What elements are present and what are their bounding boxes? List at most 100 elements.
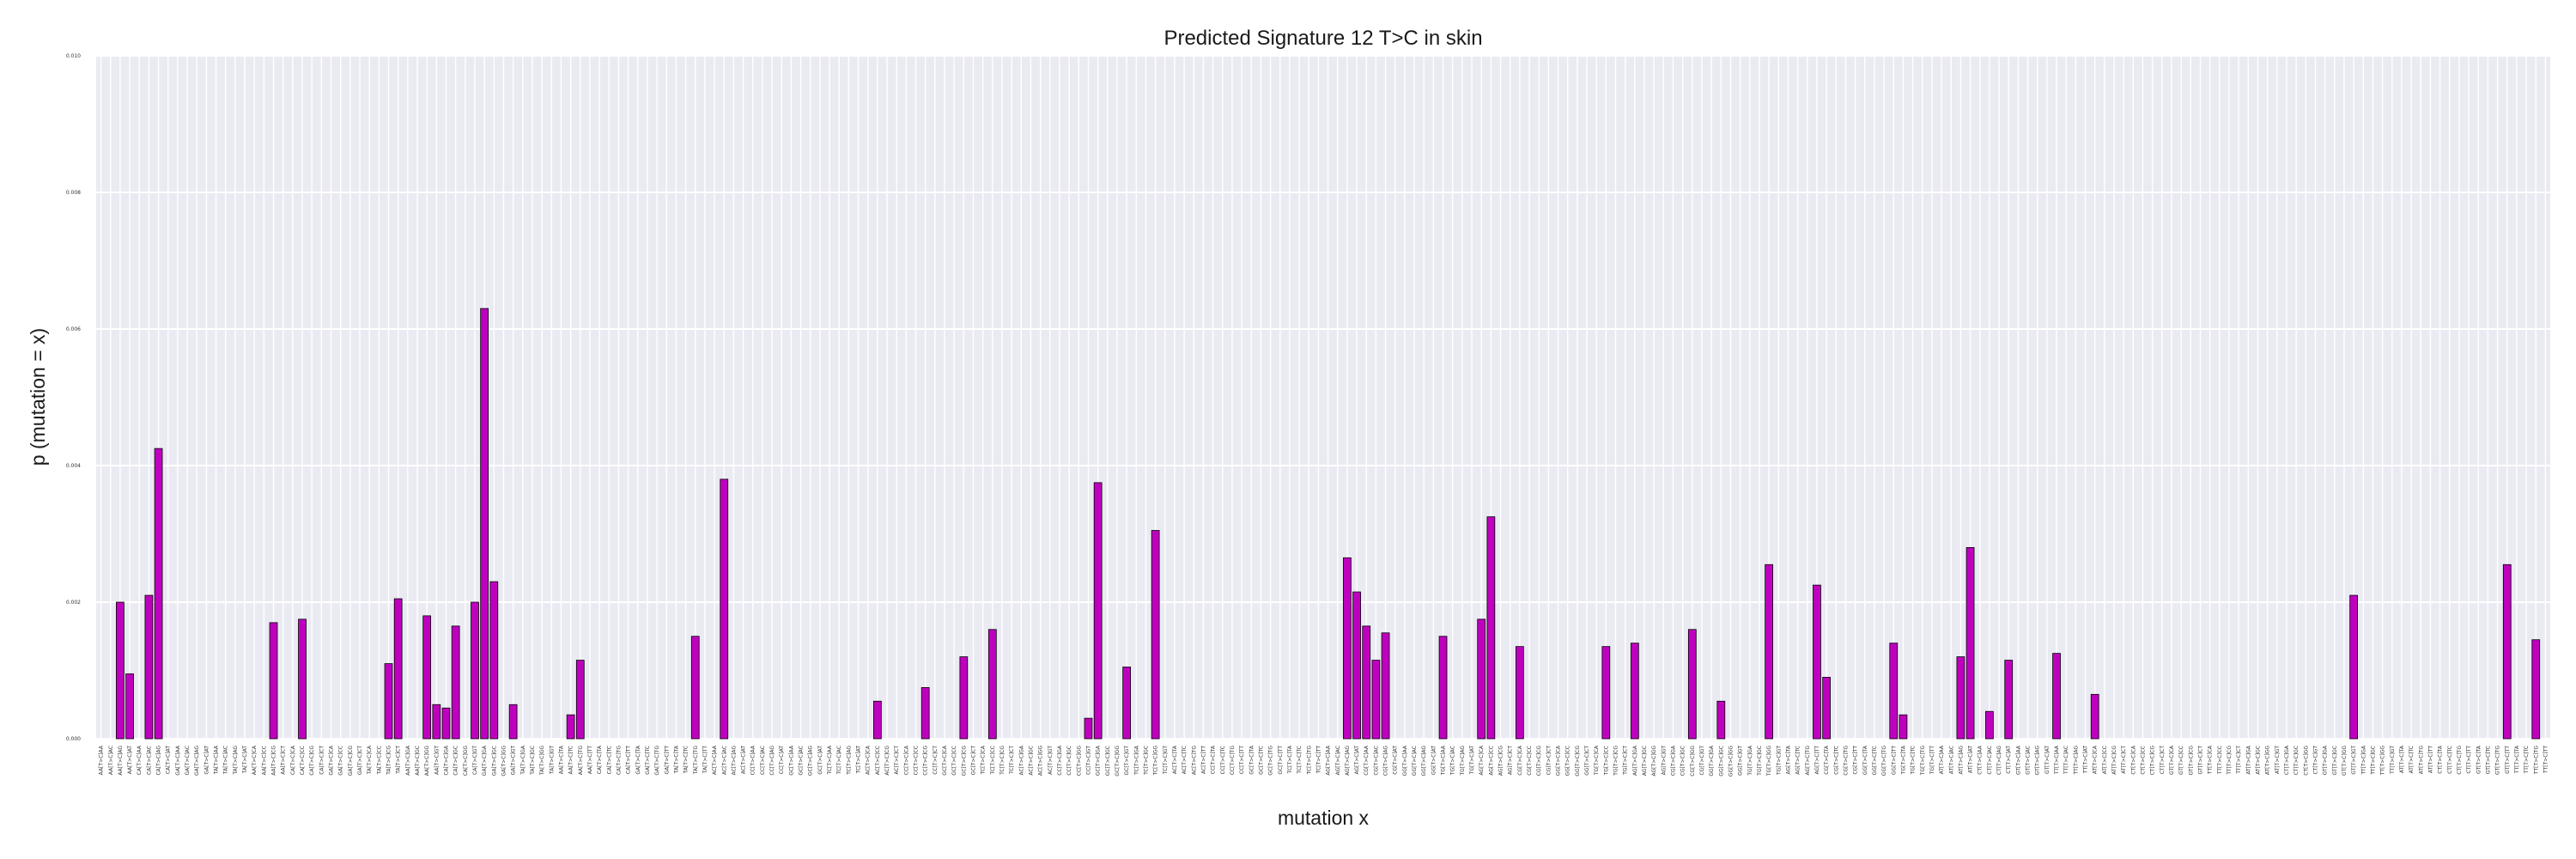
x-tick-label: AG[T>C]CC [1488, 746, 1494, 776]
x-tick-label: CG[T>C]AC [1373, 746, 1379, 776]
x-tick-label: TG[T>C]CG [1613, 746, 1619, 777]
x-tick-label: CT[T>C]CG [2150, 746, 2156, 776]
x-tick-label: TG[T>C]GG [1766, 746, 1772, 777]
x-tick-label: GC[T>C]AC [799, 746, 805, 776]
x-tick-label: TC[T>C]GT [1163, 746, 1169, 776]
x-tick-label: TT[T>C]TT [2543, 746, 2549, 774]
x-tick-label: GG[T>C]AA [1402, 745, 1408, 776]
bar [1956, 656, 1965, 740]
x-tick-label: GT[T>C]AA [2015, 745, 2021, 775]
bar [1381, 632, 1390, 740]
bar [298, 618, 307, 740]
x-tick-label: AG[T>C]TC [1795, 746, 1801, 775]
x-tick-label: GC[T>C]CC [951, 746, 957, 776]
bar [144, 594, 154, 740]
x-tick-label: CC[T>C]CA [903, 745, 909, 775]
x-tick-label: AG[T>C]GT [1661, 746, 1667, 776]
bar [384, 663, 393, 740]
bar [1716, 700, 1726, 740]
x-tick-label: GA[T>C]AA [175, 745, 181, 776]
x-tick-label: GT[T>C]GA [2323, 745, 2329, 775]
x-tick-label: TT[T>C]GA [2360, 745, 2366, 775]
x-tick-label: TA[T>C]TA [673, 745, 679, 774]
x-tick-label: GT[T>C]TT [2505, 746, 2511, 774]
x-tick-label: GT[T>C]CT [2198, 746, 2204, 775]
x-tick-label: TA[T>C]CT [396, 746, 402, 775]
bar [2349, 594, 2358, 740]
x-tick-label: GT[T>C]AC [2026, 746, 2032, 775]
x-tick-label: TA[T>C]TG [693, 746, 699, 776]
bar [508, 704, 518, 740]
bar [1765, 564, 1773, 740]
bar [451, 625, 460, 740]
x-tick-label: GC[T>C]TA [1249, 745, 1255, 775]
x-tick-label: AG[T>C]GC [1642, 746, 1648, 776]
x-tick-label: GT[T>C]GT [2351, 746, 2357, 775]
x-tick-label: AA[T>C]CT [281, 746, 287, 775]
x-tick-label: AG[T>C]AT [1354, 746, 1360, 775]
x-tick-label: CG[T>C]CC [1527, 746, 1533, 776]
x-tick-label: TC[T>C]AA [827, 745, 833, 775]
x-tick-label: CG[T>C]GG [1690, 746, 1696, 777]
x-tick-label: CT[T>C]GC [2293, 746, 2300, 775]
x-tick-label: GA[T>C]TA [635, 745, 641, 775]
bar [393, 598, 403, 740]
x-tick-label: GG[T>C]TT [1891, 746, 1897, 775]
chart-title: Predicted Signature 12 T>C in skin [1163, 27, 1482, 50]
x-tick-label: AG[T>C]AA [1326, 745, 1332, 775]
x-tick-label: TA[T>C]AC [223, 746, 229, 775]
x-tick-label: GC[T>C]GC [1105, 746, 1111, 776]
x-tick-label: AT[T>C]GG [2265, 746, 2271, 776]
bar [566, 714, 575, 740]
x-tick-label: AA[T>C]TC [568, 746, 574, 774]
bar [480, 308, 489, 740]
x-tick-label: CG[T>C]CA [1517, 745, 1523, 776]
x-tick-label: GA[T>C]CT [357, 746, 363, 776]
x-tick-label: GT[T>C]GG [2342, 746, 2348, 776]
x-tick-label: AT[T>C]AT [1968, 746, 1974, 774]
x-tick-label: CA[T>C]TG [616, 746, 622, 776]
y-tick-label: 0.008 [66, 190, 81, 196]
x-tick-label: CG[T>C]CG [1536, 746, 1542, 777]
x-tick-label: GG[T>C]CC [1565, 746, 1571, 776]
x-tick-label: GC[T>C]TC [1258, 746, 1264, 775]
x-tick-label: CG[T>C]AA [1364, 745, 1370, 776]
x-tick-label: TT[T>C]TC [2524, 746, 2530, 774]
x-tick-label: AG[T>C]TG [1805, 746, 1811, 776]
x-tick-label: GG[T>C]AT [1431, 746, 1437, 776]
x-tick-label: TA[T>C]TT [702, 746, 708, 774]
x-tick-label: GG[T>C]TC [1872, 746, 1878, 775]
x-tick-label: CA[T>C]CC [300, 746, 306, 775]
x-tick-label: TT[T>C]AT [2083, 746, 2089, 774]
x-tick-label: TT[T>C]GT [2390, 746, 2396, 775]
x-tick-label: CA[T>C]AG [156, 746, 162, 776]
x-tick-label: TG[T>C]CT [1623, 746, 1629, 776]
plot-area [96, 56, 2550, 739]
x-tick-label: CT[T>C]TT [2466, 746, 2472, 774]
x-tick-label: GA[T>C]AC [185, 746, 191, 776]
bar [959, 656, 969, 740]
x-tick-label: AC[T>C]GG [1038, 746, 1044, 776]
x-tick-label: AT[T>C]TG [2418, 746, 2424, 775]
x-tick-label: CC[T>C]GG [1076, 746, 1082, 777]
x-tick-label: TA[T>C]GT [549, 746, 555, 775]
bar [269, 622, 278, 740]
x-tick-label: AT[T>C]TT [2427, 746, 2433, 773]
x-tick-label: GT[T>C]AG [2035, 746, 2041, 776]
x-tick-label: TT[T>C]CC [2217, 746, 2223, 775]
y-tick-label: 0.010 [66, 53, 81, 59]
x-tick-label: TG[T>C]GC [1757, 746, 1763, 777]
bar [873, 700, 882, 740]
y-tick-label: 0.004 [66, 463, 81, 469]
x-tick-label: CC[T>C]TC [1220, 746, 1226, 774]
x-tick-label: CT[T>C]CC [2141, 746, 2147, 775]
x-tick-label: GA[T>C]AT [204, 746, 210, 775]
x-tick-label: AA[T>C]GT [434, 746, 440, 775]
x-tick-label: CA[T>C]CT [319, 746, 325, 775]
x-tick-label: CC[T>C]TT [1239, 746, 1245, 775]
bar [471, 601, 479, 740]
x-tick-label: AG[T>C]AC [1335, 746, 1341, 775]
x-tick-label: AT[T>C]AC [1948, 746, 1954, 774]
x-tick-label: GA[T>C]GG [501, 746, 507, 777]
bar [1601, 646, 1611, 740]
